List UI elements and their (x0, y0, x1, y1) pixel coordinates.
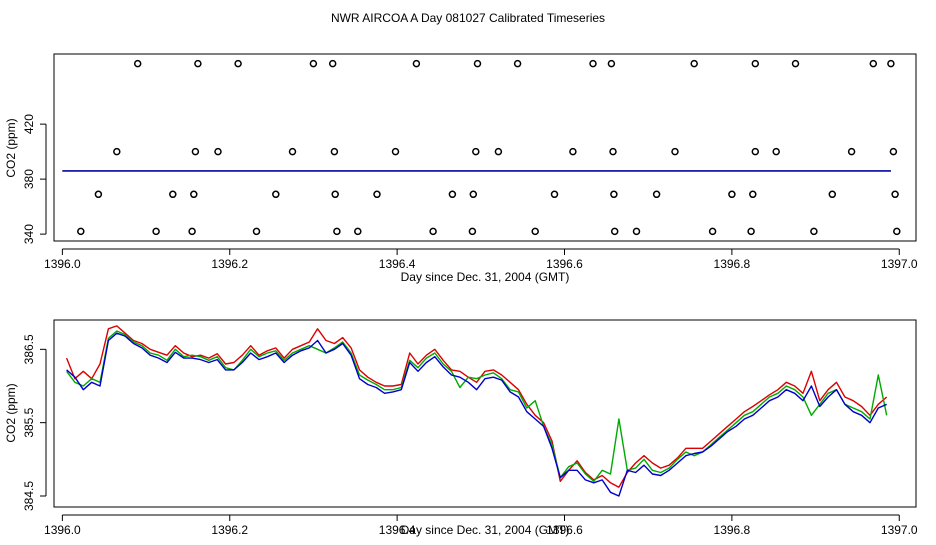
x-tick-label: 1396.0 (44, 257, 81, 271)
top-y-axis: 340 380 420 (22, 114, 47, 244)
data-point (113, 147, 121, 156)
top-points (77, 59, 901, 236)
data-point (429, 227, 437, 236)
top-plot-frame (53, 53, 917, 242)
y-tick-label: 340 (22, 224, 36, 244)
data-point (708, 227, 717, 236)
data-point (152, 227, 160, 236)
series-line-1 (65, 325, 888, 488)
data-point (373, 190, 381, 199)
data-point (94, 190, 103, 199)
data-point (252, 227, 261, 236)
data-point (887, 59, 895, 68)
data-point (772, 147, 780, 156)
x-tick-label: 1396.2 (211, 257, 248, 271)
data-point (391, 147, 400, 156)
data-point (330, 147, 339, 156)
data-point (671, 147, 679, 156)
top-y-axis-label: CO2 (ppm) (4, 118, 18, 177)
bottom-series-lines (65, 325, 888, 497)
data-point (191, 147, 200, 156)
data-point (169, 190, 177, 199)
data-point (891, 190, 899, 199)
data-point (749, 190, 757, 199)
data-point (188, 227, 196, 236)
data-point (828, 190, 837, 199)
data-point (747, 227, 755, 236)
data-point (531, 227, 539, 236)
x-tick-label: 1396.0 (44, 523, 81, 537)
top-x-axis: 1396.0 1396.2 1396.4 1396.6 1396.8 1397.0 (44, 248, 918, 271)
data-point (893, 227, 901, 236)
data-point (791, 59, 800, 68)
data-point (309, 59, 318, 68)
bottom-panel: 1396.0 1396.2 1396.4 1396.6 1396.8 1397.0 384… (4, 319, 918, 537)
data-point (328, 59, 337, 68)
data-point (810, 227, 818, 236)
data-point (473, 59, 482, 68)
x-tick-label: 1396.4 (379, 257, 416, 271)
data-point (469, 190, 478, 199)
data-point (652, 190, 661, 199)
x-tick-label: 1396.6 (546, 257, 583, 271)
data-point (472, 147, 480, 156)
data-point (690, 59, 698, 68)
data-point (589, 59, 597, 68)
data-point (412, 59, 421, 68)
data-point (214, 147, 222, 156)
data-point (448, 190, 457, 199)
x-tick-label: 1396.4 (379, 523, 416, 537)
data-point (610, 190, 618, 199)
bottom-y-axis-label: CO2 (ppm) (4, 383, 18, 442)
data-point (632, 227, 641, 236)
data-point (607, 59, 616, 68)
series-line-3 (66, 332, 887, 497)
series-line-2 (66, 330, 888, 482)
data-point (77, 227, 85, 236)
y-tick-label: 385.5 (22, 407, 36, 437)
data-point (847, 147, 856, 156)
data-point (550, 190, 559, 199)
data-point (333, 227, 341, 236)
data-point (354, 227, 362, 236)
data-point (494, 147, 503, 156)
y-tick-label: 420 (22, 114, 36, 134)
data-point (190, 190, 198, 199)
data-point (513, 59, 522, 68)
data-point (331, 190, 339, 199)
y-tick-label: 380 (22, 169, 36, 189)
bottom-x-axis: 1396.0 1396.2 1396.4 1396.6 1396.8 1397.0 (44, 514, 918, 537)
data-point (272, 190, 280, 199)
data-point (288, 147, 297, 156)
x-tick-label: 1396.6 (546, 523, 583, 537)
data-point (610, 227, 619, 236)
bottom-plot-frame (53, 319, 917, 508)
figure-title: NWR AIRCOA A Day 081027 Calibrated Times… (331, 11, 605, 25)
data-point (751, 147, 760, 156)
y-tick-label: 386.5 (22, 334, 36, 364)
data-point (569, 147, 577, 156)
x-tick-label: 1397.0 (881, 523, 918, 537)
data-point (468, 227, 477, 236)
bottom-y-axis: 384.5 385.5 386.5 (22, 334, 47, 511)
x-tick-label: 1396.2 (211, 523, 248, 537)
data-point (609, 147, 617, 156)
data-point (751, 59, 760, 68)
top-x-axis-label: Day since Dec. 31, 2004 (GMT) (401, 270, 570, 284)
x-tick-label: 1396.8 (714, 523, 751, 537)
bottom-x-axis-label: Day since Dec. 31, 2004 (GMT) (401, 523, 570, 537)
data-point (728, 190, 736, 199)
data-point (194, 59, 202, 68)
x-tick-label: 1396.8 (714, 257, 751, 271)
y-tick-label: 384.5 (22, 481, 36, 511)
data-point (889, 147, 898, 156)
data-point (133, 59, 142, 68)
data-point (869, 59, 878, 68)
top-panel: 1396.0 1396.2 1396.4 1396.6 1396.8 1397.0 340… (4, 53, 918, 284)
data-point (234, 59, 242, 68)
x-tick-label: 1397.0 (881, 257, 918, 271)
